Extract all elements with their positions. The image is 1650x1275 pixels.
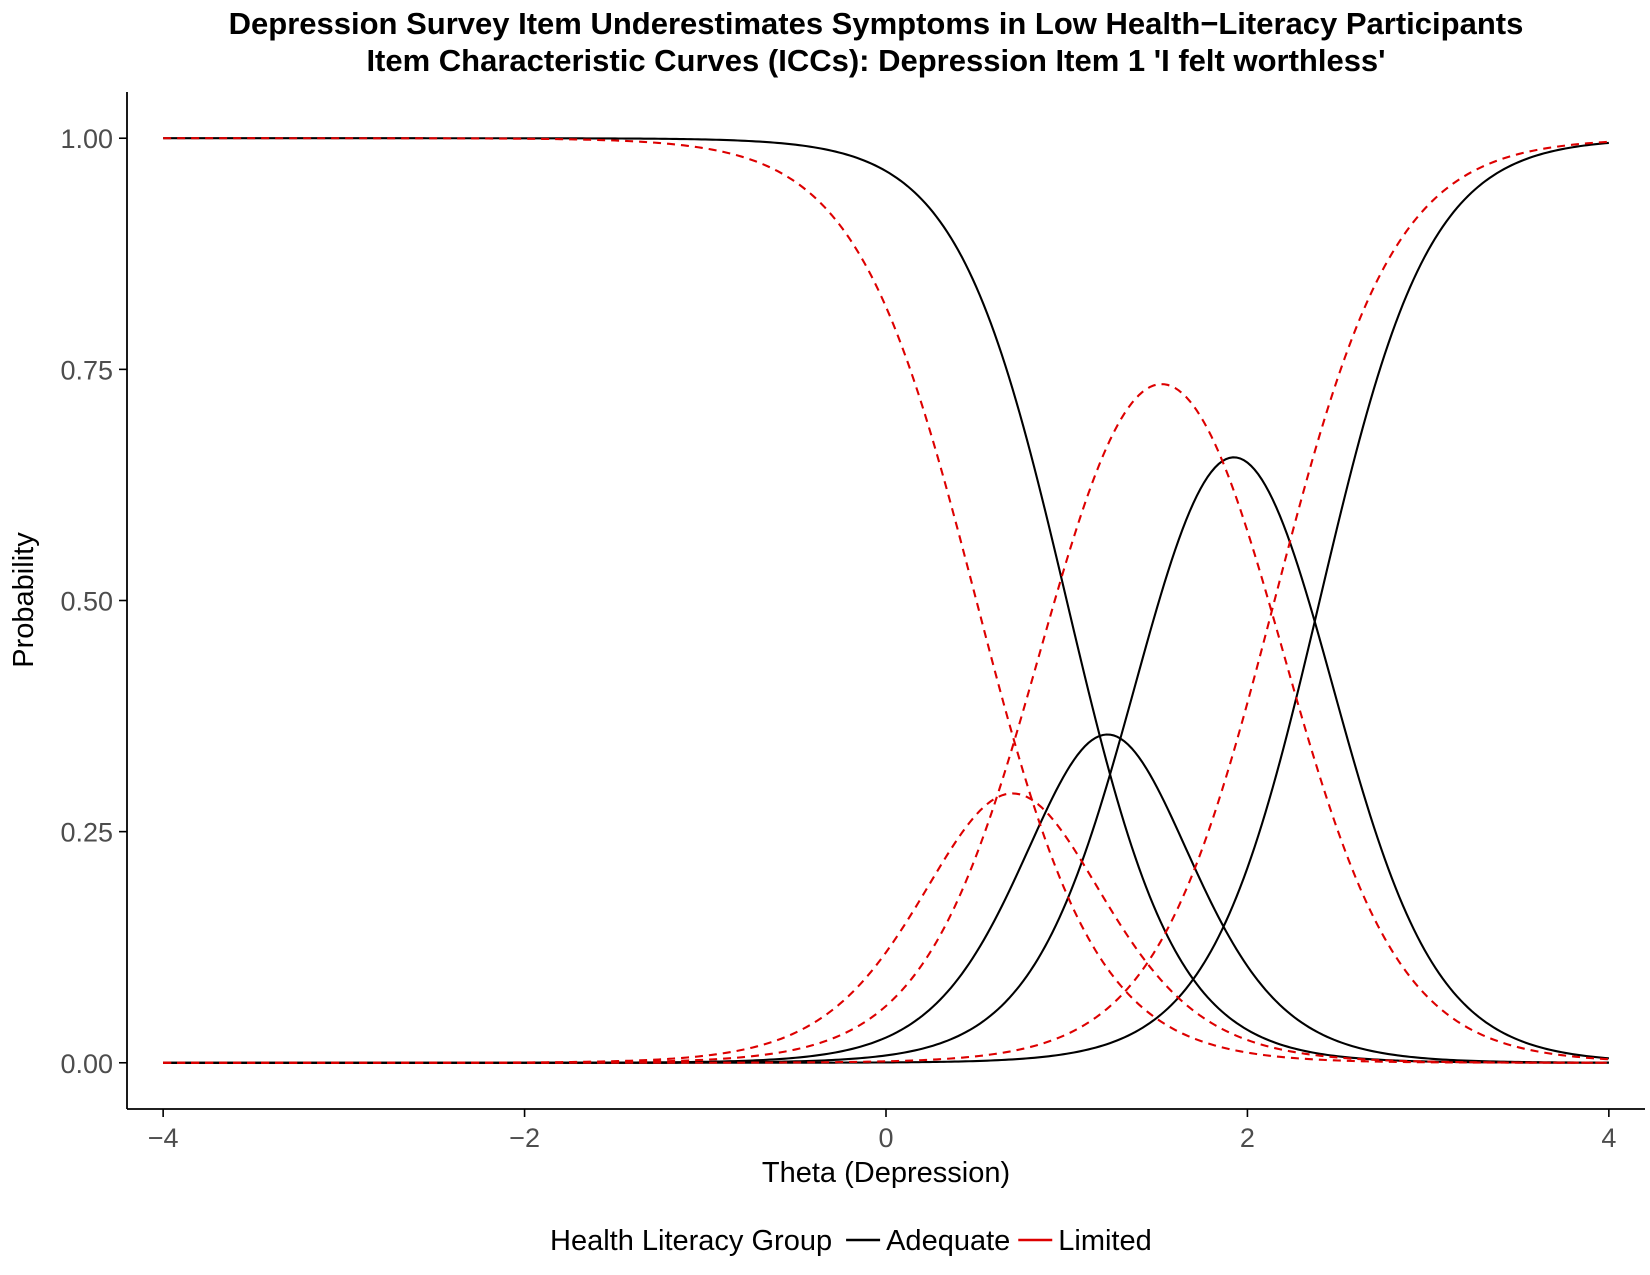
plot-lines <box>163 137 1609 1064</box>
y-tick-label: 0.00 <box>60 1049 113 1079</box>
x-axis-ticks: −4 −2 0 2 4 <box>148 1109 1616 1153</box>
legend-title: Health Literacy Group <box>550 1225 832 1257</box>
x-tick-label: 4 <box>1601 1123 1616 1153</box>
y-tick-label: 0.25 <box>60 818 113 848</box>
legend-label-limited: Limited <box>1058 1225 1152 1257</box>
y-tick-label: 0.75 <box>60 355 113 385</box>
y-tick-label: 0.50 <box>60 587 113 617</box>
x-tick-label: 0 <box>878 1123 893 1153</box>
x-tick-label: −2 <box>509 1123 540 1153</box>
curve-limited-category-3 <box>163 140 1609 1064</box>
x-tick-label: 2 <box>1240 1123 1255 1153</box>
y-axis-title: Probability <box>8 532 40 668</box>
chart-subtitle: Item Characteristic Curves (ICCs): Depre… <box>366 43 1385 78</box>
legend-label-adequate: Adequate <box>886 1225 1010 1257</box>
x-axis-title: Theta (Depression) <box>762 1157 1010 1189</box>
chart-title: Depression Survey Item Underestimates Sy… <box>229 6 1524 41</box>
legend: Health Literacy Group Adequate Limited <box>550 1225 1152 1257</box>
y-tick-label: 1.00 <box>60 124 113 154</box>
x-tick-label: −4 <box>148 1123 179 1153</box>
curve-limited-category-0 <box>163 137 1609 1064</box>
legend-keys: Adequate Limited <box>846 1225 1152 1257</box>
y-axis-ticks: 0.00 0.25 0.50 0.75 1.00 <box>60 124 127 1079</box>
